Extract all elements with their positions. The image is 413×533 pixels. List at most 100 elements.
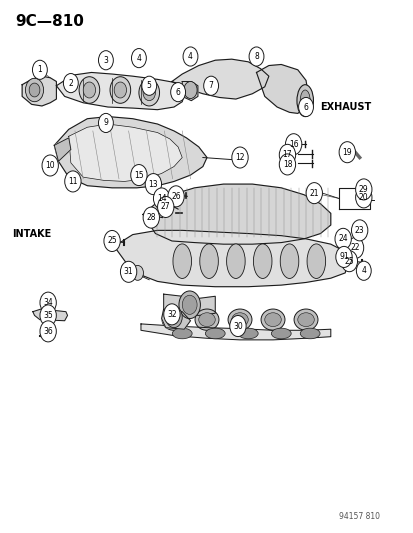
- Ellipse shape: [253, 244, 271, 278]
- Ellipse shape: [296, 85, 313, 117]
- Circle shape: [338, 142, 355, 163]
- Text: 11: 11: [68, 177, 78, 186]
- Polygon shape: [114, 230, 347, 287]
- Text: 28: 28: [146, 213, 156, 222]
- Ellipse shape: [173, 244, 191, 278]
- Circle shape: [355, 179, 371, 200]
- Circle shape: [178, 291, 200, 319]
- Circle shape: [132, 265, 143, 280]
- Text: 1: 1: [38, 66, 42, 74]
- Text: 22: 22: [350, 244, 359, 253]
- Polygon shape: [56, 72, 186, 110]
- Text: 31: 31: [123, 268, 133, 276]
- Circle shape: [351, 220, 367, 241]
- Text: 5: 5: [147, 81, 151, 90]
- Circle shape: [131, 165, 147, 185]
- Circle shape: [170, 83, 185, 102]
- Text: 9: 9: [103, 118, 108, 127]
- Ellipse shape: [299, 90, 309, 111]
- Circle shape: [355, 187, 371, 208]
- Ellipse shape: [280, 244, 298, 278]
- Circle shape: [142, 76, 156, 95]
- Circle shape: [98, 51, 113, 70]
- Circle shape: [165, 306, 182, 328]
- Text: 27: 27: [161, 203, 170, 212]
- Circle shape: [40, 305, 56, 326]
- Circle shape: [347, 237, 363, 259]
- Circle shape: [42, 155, 58, 176]
- Circle shape: [356, 261, 370, 280]
- Text: 16: 16: [288, 140, 298, 149]
- Circle shape: [334, 228, 351, 249]
- Text: 14: 14: [157, 194, 166, 203]
- Polygon shape: [22, 76, 56, 106]
- Polygon shape: [69, 124, 182, 181]
- Text: 6: 6: [175, 87, 180, 96]
- Ellipse shape: [172, 328, 192, 339]
- Circle shape: [79, 77, 100, 103]
- Ellipse shape: [306, 244, 325, 278]
- Polygon shape: [54, 138, 71, 161]
- Circle shape: [29, 83, 40, 97]
- Polygon shape: [143, 184, 330, 244]
- Text: 25: 25: [107, 237, 116, 246]
- Circle shape: [104, 230, 120, 252]
- Circle shape: [168, 186, 184, 207]
- Circle shape: [305, 183, 322, 204]
- Text: 36: 36: [43, 327, 53, 336]
- Text: 15: 15: [134, 171, 143, 180]
- Polygon shape: [54, 117, 206, 188]
- Ellipse shape: [165, 313, 182, 327]
- Text: 17: 17: [282, 150, 292, 159]
- Circle shape: [63, 74, 78, 93]
- Circle shape: [145, 174, 161, 195]
- Circle shape: [285, 134, 301, 155]
- Ellipse shape: [226, 244, 244, 278]
- Ellipse shape: [293, 309, 317, 330]
- Text: 4: 4: [188, 52, 192, 61]
- Polygon shape: [182, 82, 197, 101]
- Text: 10: 10: [45, 161, 55, 170]
- Ellipse shape: [297, 313, 313, 327]
- Ellipse shape: [198, 313, 215, 327]
- Ellipse shape: [228, 309, 252, 330]
- Circle shape: [139, 79, 159, 106]
- Circle shape: [183, 82, 197, 99]
- Text: 32: 32: [167, 310, 176, 319]
- Ellipse shape: [238, 328, 258, 339]
- Circle shape: [120, 261, 136, 282]
- Polygon shape: [33, 309, 67, 321]
- Polygon shape: [256, 64, 307, 114]
- Circle shape: [182, 295, 197, 314]
- Text: 3: 3: [103, 56, 108, 64]
- Circle shape: [25, 78, 43, 102]
- Ellipse shape: [231, 313, 248, 327]
- Ellipse shape: [299, 328, 319, 339]
- Circle shape: [279, 144, 295, 165]
- Text: 26: 26: [171, 192, 180, 201]
- Text: 25: 25: [344, 257, 353, 265]
- Circle shape: [203, 76, 218, 95]
- Polygon shape: [161, 309, 190, 329]
- Circle shape: [83, 82, 95, 98]
- Polygon shape: [141, 324, 330, 340]
- Circle shape: [249, 47, 263, 66]
- Text: 19: 19: [342, 148, 351, 157]
- Circle shape: [40, 321, 56, 342]
- Text: 8: 8: [254, 52, 258, 61]
- Ellipse shape: [261, 309, 284, 330]
- Text: INTAKE: INTAKE: [12, 229, 51, 239]
- Ellipse shape: [199, 244, 218, 278]
- Circle shape: [131, 49, 146, 68]
- Circle shape: [114, 82, 126, 98]
- Text: EXHAUST: EXHAUST: [320, 102, 371, 112]
- Text: 12: 12: [235, 153, 244, 162]
- Ellipse shape: [195, 309, 218, 330]
- Circle shape: [335, 246, 351, 268]
- Text: 30: 30: [233, 321, 242, 330]
- Text: 4: 4: [361, 266, 366, 275]
- Ellipse shape: [271, 328, 290, 339]
- Text: 13: 13: [148, 180, 158, 189]
- Text: 35: 35: [43, 311, 53, 320]
- Polygon shape: [171, 59, 268, 99]
